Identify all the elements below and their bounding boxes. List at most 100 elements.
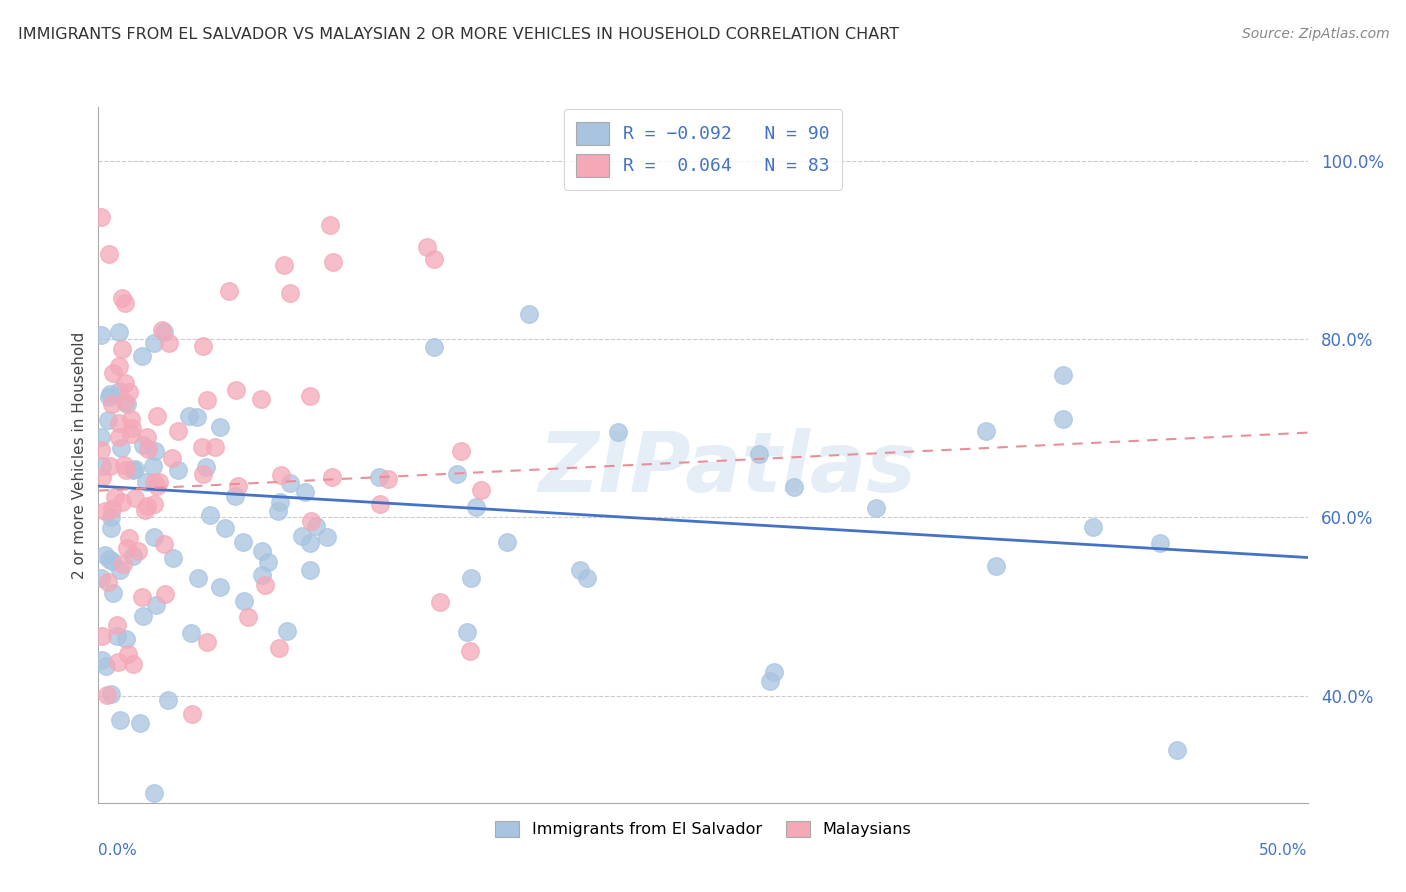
Point [97,390,120,404]
Point [135,430,157,444]
Point [150,323,173,337]
Point [101,501,124,516]
Point [108,326,131,340]
Point [110,713,132,727]
Point [136,442,159,457]
Point [153,587,176,601]
Point [143,336,166,351]
Point [111,342,134,356]
Point [142,497,165,511]
Point [446,467,468,482]
Point [110,441,132,455]
Point [90,629,112,643]
Point [100,521,122,535]
Point [107,656,129,670]
Point [105,629,128,643]
Point [90,429,112,443]
Point [111,557,134,571]
Point [458,644,481,658]
Point [143,475,166,489]
Point [96,412,118,426]
Point [142,786,165,800]
Point [195,392,218,407]
Point [98,459,121,474]
Point [208,419,231,434]
Point [90,211,112,225]
Point [157,692,180,706]
Legend: R = −0.092   N = 90, R =  0.064   N = 83: R = −0.092 N = 90, R = 0.064 N = 83 [564,109,842,190]
Point [145,599,167,613]
Point [783,480,806,494]
Point [252,568,274,582]
Point [865,500,887,515]
Point [195,635,218,649]
Point [298,389,321,403]
Point [305,519,328,533]
Point [107,416,129,430]
Point [104,490,127,504]
Y-axis label: 2 or more Vehicles in Household: 2 or more Vehicles in Household [72,331,87,579]
Point [1052,412,1074,426]
Point [257,555,280,569]
Point [91,653,114,667]
Point [368,497,391,511]
Point [1149,535,1171,549]
Point [160,450,183,465]
Point [1052,368,1074,382]
Point [187,571,209,585]
Point [110,494,132,508]
Point [423,340,446,354]
Point [121,420,143,434]
Point [110,563,132,577]
Point [464,500,486,514]
Point [135,475,157,490]
Point [91,458,114,473]
Point [115,463,138,477]
Point [470,483,492,498]
Point [117,647,139,661]
Point [105,617,128,632]
Point [121,463,143,477]
Point [273,258,295,272]
Point [108,384,131,398]
Point [90,470,112,484]
Point [748,447,770,461]
Point [153,537,176,551]
Point [278,286,301,301]
Point [269,495,291,509]
Point [318,218,340,232]
Point [107,430,129,444]
Point [606,425,628,439]
Point [115,397,138,411]
Point [758,673,780,688]
Point [153,326,176,340]
Point [101,554,124,568]
Point [278,476,301,491]
Point [108,359,131,374]
Point [115,632,138,646]
Point [90,442,112,457]
Point [209,580,232,594]
Point [299,514,322,528]
Point [299,564,322,578]
Point [114,295,136,310]
Point [132,438,155,452]
Point [132,609,155,624]
Point [180,626,202,640]
Point [291,529,314,543]
Point [157,335,180,350]
Point [136,499,159,513]
Point [204,440,226,454]
Text: 0.0%: 0.0% [98,843,138,858]
Point [974,424,997,438]
Point [148,475,170,490]
Point [496,535,519,549]
Point [117,531,139,545]
Point [167,463,190,477]
Point [218,284,240,298]
Point [576,571,599,585]
Point [122,549,145,563]
Text: 50.0%: 50.0% [1260,843,1308,858]
Point [143,444,166,458]
Point [225,383,247,397]
